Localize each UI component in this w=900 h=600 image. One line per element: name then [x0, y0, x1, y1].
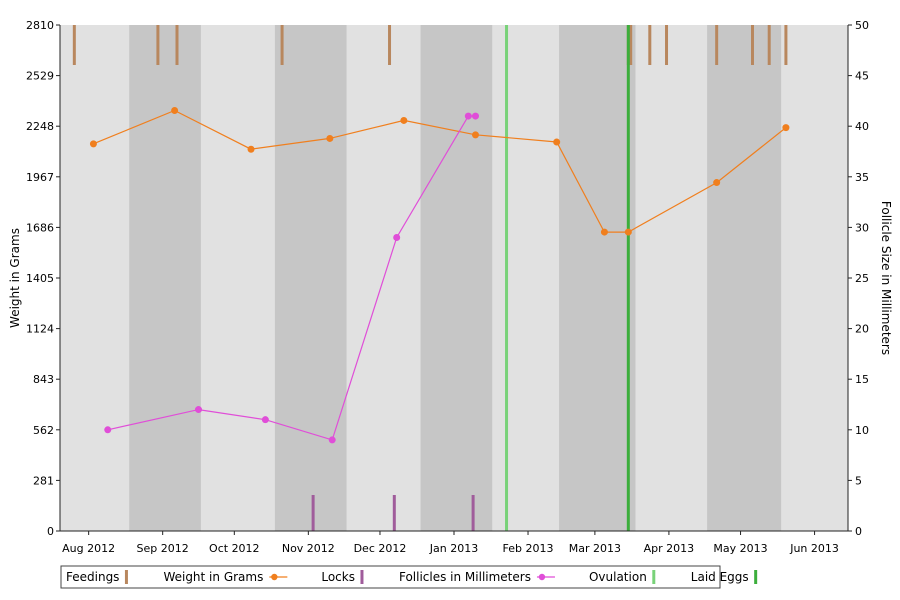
follicles-in-millimeters-point — [104, 426, 111, 433]
weight-in-grams-point — [472, 131, 479, 138]
y2-tick-label: 25 — [855, 272, 869, 285]
x-tick-label: Jan 2013 — [429, 542, 478, 555]
y2-tick-label: 50 — [855, 19, 869, 32]
y2-axis-title: Follicle Size in Millimeters — [879, 201, 893, 355]
legend-label-feedings: Feedings — [66, 570, 119, 584]
weight-in-grams-point — [171, 107, 178, 114]
weight-in-grams-point — [90, 140, 97, 147]
shaded-band — [129, 25, 201, 531]
y-tick-label: 281 — [33, 474, 54, 487]
y2-tick-label: 15 — [855, 373, 869, 386]
follicles-in-millimeters-point — [472, 113, 479, 120]
y-tick-label: 1405 — [26, 272, 54, 285]
y-tick-label: 0 — [47, 525, 54, 538]
shaded-band — [559, 25, 635, 531]
y2-tick-label: 45 — [855, 70, 869, 83]
x-tick-label: Sep 2012 — [137, 542, 189, 555]
weight-in-grams-point — [553, 139, 560, 146]
x-tick-label: Nov 2012 — [282, 542, 335, 555]
weight-in-grams-point — [326, 135, 333, 142]
legend-label-ovulation: Ovulation — [589, 570, 647, 584]
x-tick-label: Feb 2013 — [503, 542, 554, 555]
legend-label-follicles-in-millimeters: Follicles in Millimeters — [399, 570, 531, 584]
legend-swatch-dot-weight-in-grams — [271, 574, 277, 580]
follicles-in-millimeters-point — [195, 406, 202, 413]
x-tick-label: Dec 2012 — [354, 542, 407, 555]
follicles-in-millimeters-point — [465, 113, 472, 120]
y-tick-label: 2248 — [26, 120, 54, 133]
weight-in-grams-point — [601, 229, 608, 236]
weight-in-grams-point — [713, 179, 720, 186]
legend: Feedings Weight in Grams Locks Follicles in… — [61, 566, 756, 588]
y2-tick-label: 35 — [855, 171, 869, 184]
shaded-band — [707, 25, 781, 531]
y2-tick-label: 30 — [855, 221, 869, 234]
weight-in-grams-point — [248, 146, 255, 153]
x-tick-label: Aug 2012 — [62, 542, 115, 555]
shaded-band — [421, 25, 493, 531]
y-tick-label: 843 — [33, 373, 54, 386]
x-tick-label: Oct 2012 — [209, 542, 260, 555]
y2-tick-label: 5 — [855, 474, 862, 487]
follicles-in-millimeters-point — [329, 436, 336, 443]
y-tick-label: 2529 — [26, 70, 54, 83]
x-tick-label: May 2013 — [713, 542, 767, 555]
y2-tick-label: 10 — [855, 424, 869, 437]
y-tick-label: 1124 — [26, 323, 54, 336]
y-tick-label: 1967 — [26, 171, 54, 184]
weight-in-grams-point — [625, 229, 632, 236]
legend-label-locks: Locks — [321, 570, 355, 584]
y-tick-label: 2810 — [26, 19, 54, 32]
x-tick-label: Jun 2013 — [789, 542, 839, 555]
legend-swatch-dot-follicles-in-millimeters — [539, 574, 545, 580]
shaded-band — [275, 25, 347, 531]
y-tick-label: 1686 — [26, 221, 54, 234]
y2-tick-label: 0 — [855, 525, 862, 538]
legend-label-weight-in-grams: Weight in Grams — [163, 570, 263, 584]
follicles-in-millimeters-point — [262, 416, 269, 423]
y2-tick-label: 20 — [855, 323, 869, 336]
y2-tick-label: 40 — [855, 120, 869, 133]
y-tick-label: 562 — [33, 424, 54, 437]
weight-in-grams-point — [400, 117, 407, 124]
legend-label-laid-eggs: Laid Eggs — [691, 570, 749, 584]
follicles-in-millimeters-point — [393, 234, 400, 241]
x-tick-label: Apr 2013 — [644, 542, 695, 555]
y-axis-title: Weight in Grams — [8, 228, 22, 328]
x-tick-label: Mar 2013 — [569, 542, 621, 555]
weight-in-grams-point — [782, 124, 789, 131]
